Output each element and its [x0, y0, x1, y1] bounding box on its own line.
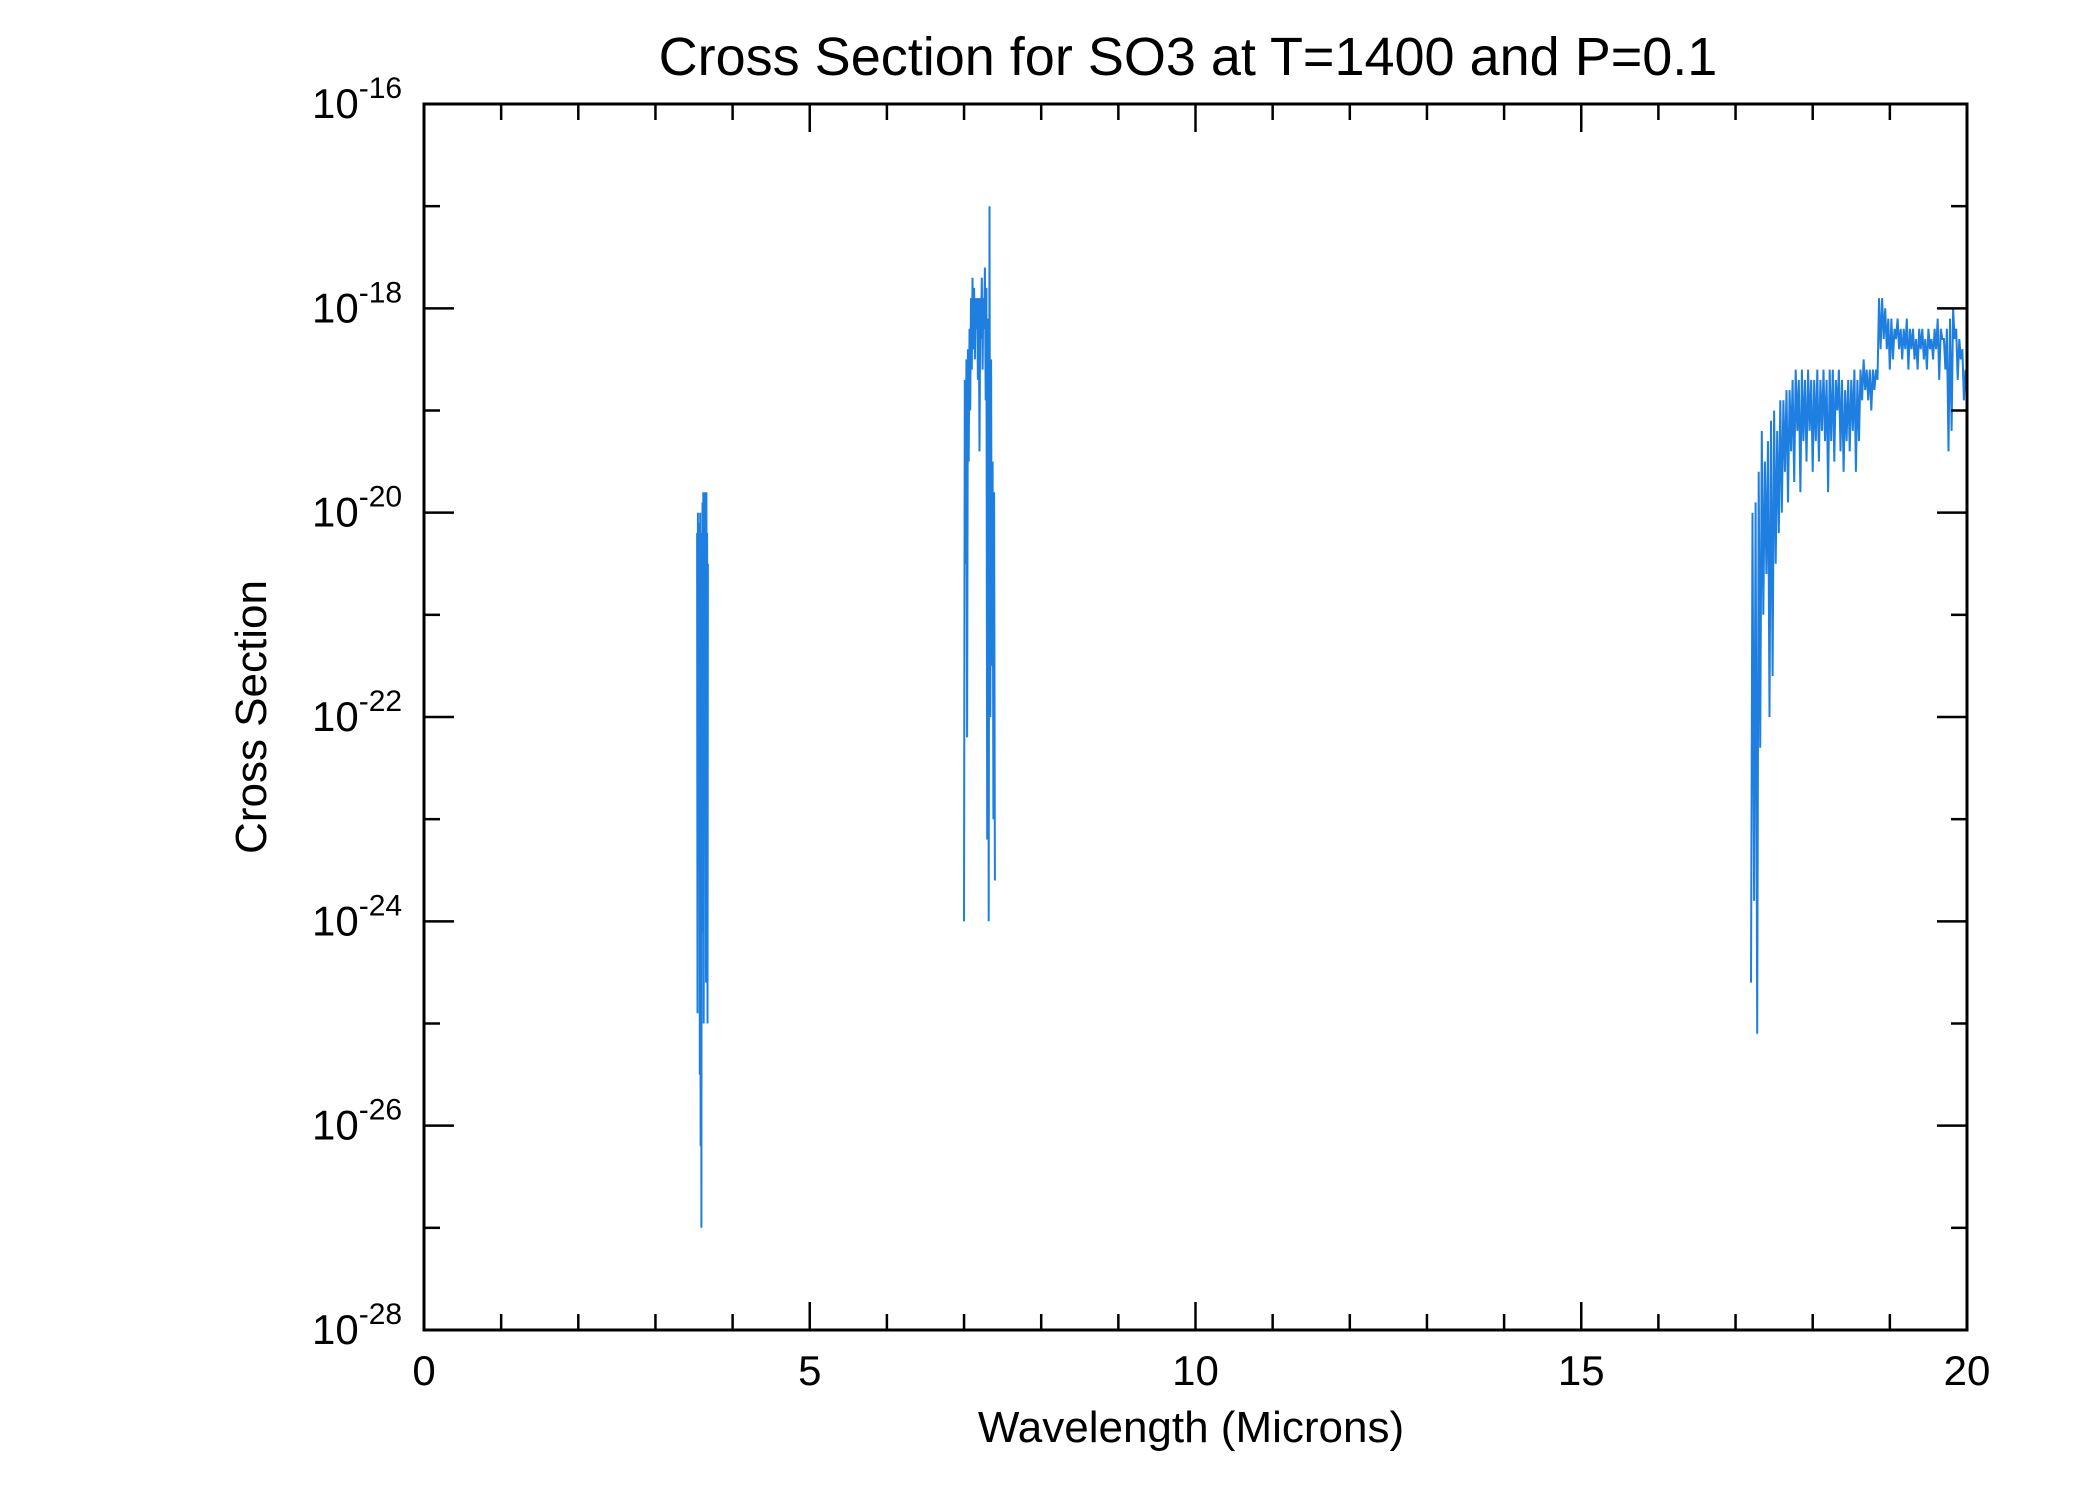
x-tick-labels: 0 5 10 15 20 — [412, 1347, 1990, 1394]
x-tick-label: 5 — [798, 1347, 821, 1394]
plot-frame — [422, 102, 1969, 1332]
y-tick-label: 10-26 — [312, 1094, 402, 1149]
x-tick-label: 20 — [1944, 1347, 1991, 1394]
x-tick-label: 15 — [1558, 1347, 1605, 1394]
y-tick-label: 10-20 — [312, 481, 402, 536]
plot-lines — [696, 206, 1968, 1228]
x-axis-label: Wavelength (Microns) — [978, 1403, 1404, 1452]
x-tick-label: 0 — [412, 1347, 435, 1394]
series-line-band-3.6um — [696, 492, 709, 1228]
y-axis-label: Cross Section — [227, 580, 276, 854]
y-tick-label: 10-16 — [312, 72, 402, 127]
y-tick-label: 10-24 — [312, 889, 402, 944]
y-tick-label: 10-28 — [312, 1298, 402, 1353]
y-tick-labels: 10-16 10-18 10-20 10-22 10-24 10-26 10-28 — [312, 72, 402, 1353]
chart-title: Cross Section for SO3 at T=1400 and P=0.… — [659, 27, 1718, 87]
series-line-band-17-20um — [1750, 298, 1968, 1034]
y-tick-label: 10-18 — [312, 276, 402, 331]
y-tick-label: 10-22 — [312, 685, 402, 740]
series-line-band-7.2um — [963, 206, 996, 922]
axis-ticks — [422, 102, 1969, 1332]
x-tick-label: 10 — [1172, 1347, 1219, 1394]
